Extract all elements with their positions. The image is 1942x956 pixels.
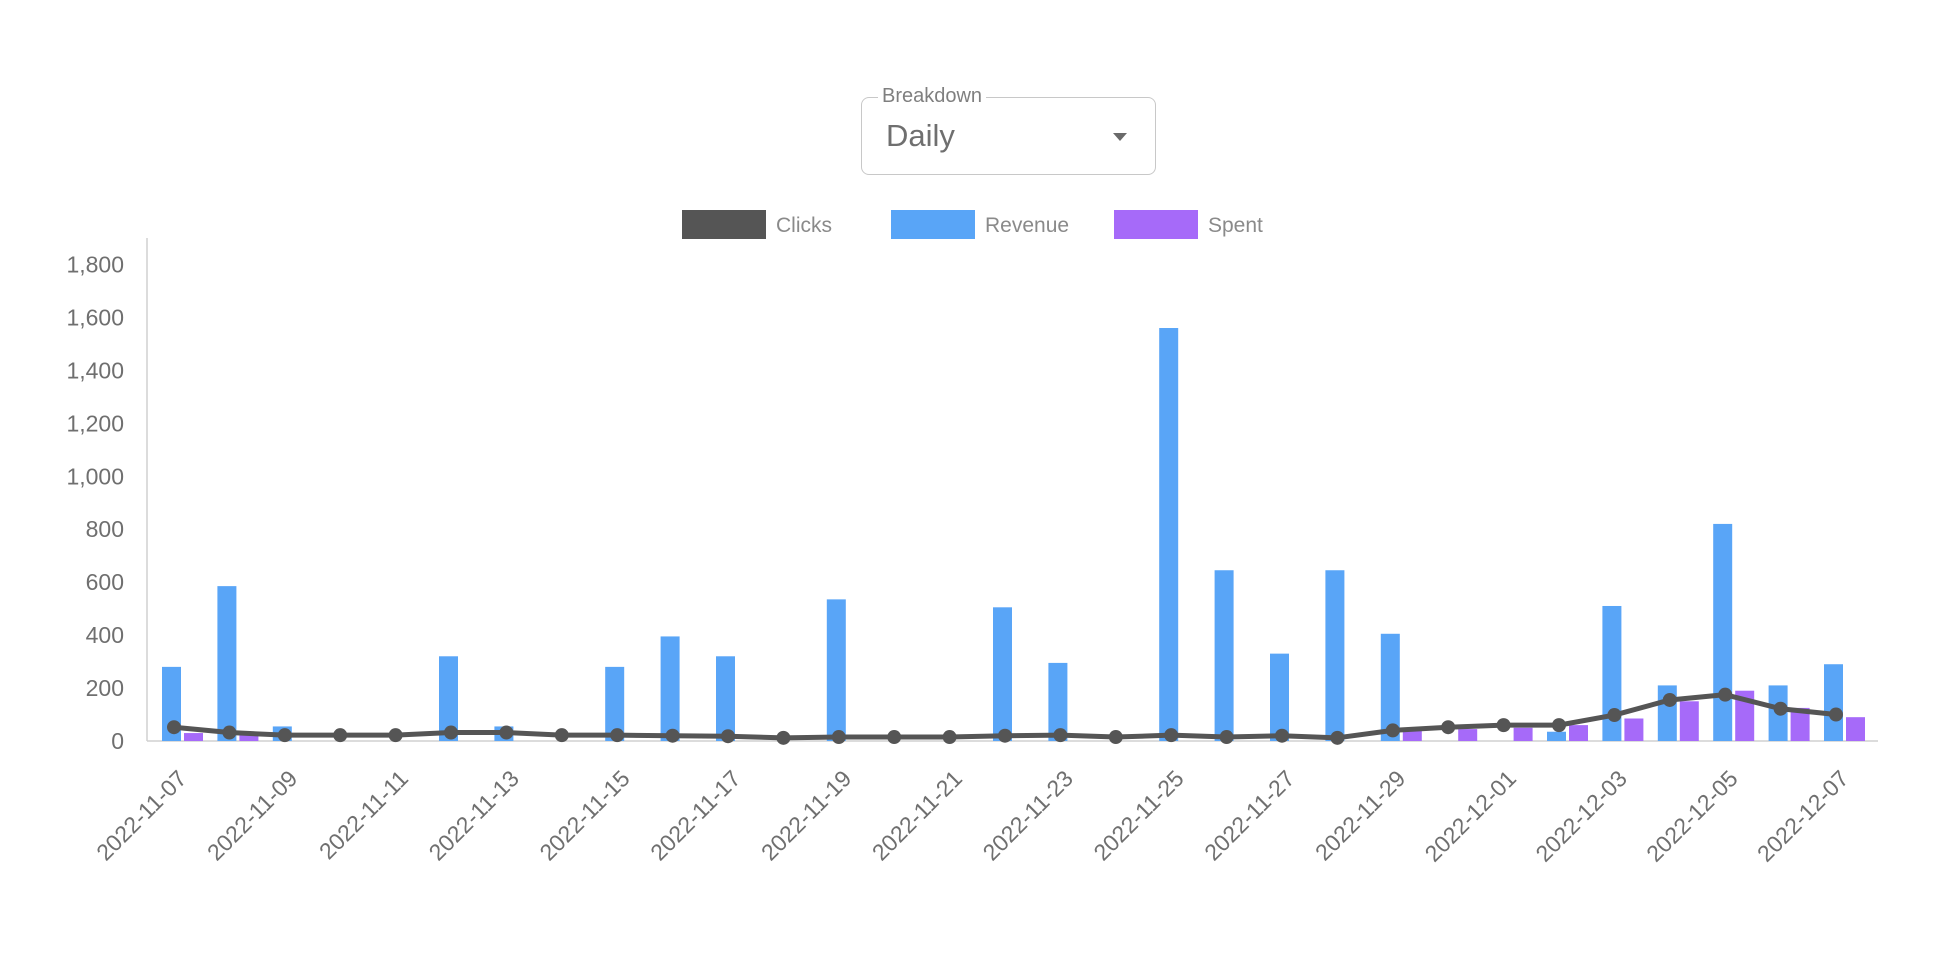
x-tick-label: 2022-12-03: [1530, 765, 1632, 867]
x-tick-label: 2022-11-27: [1199, 765, 1299, 865]
clicks-point: [554, 728, 569, 743]
revenue-bar: [1824, 664, 1843, 741]
clicks-point: [1108, 730, 1123, 745]
x-tick-label: 2022-11-13: [424, 765, 524, 865]
clicks-point: [776, 730, 791, 745]
legend-swatch-revenue: [891, 210, 975, 239]
clicks-point: [1829, 707, 1843, 722]
x-tick-label: 2022-11-17: [645, 765, 745, 865]
spent-bar: [1624, 718, 1644, 741]
revenue-bar: [1380, 633, 1400, 741]
y-tick-label: 1,200: [66, 410, 124, 436]
x-tick-label: 2022-12-01: [1420, 765, 1522, 867]
legend-swatch-spent: [1114, 210, 1198, 239]
clicks-point: [1607, 708, 1622, 723]
revenue-bar: [1547, 731, 1566, 741]
clicks-point: [499, 725, 514, 740]
clicks-point: [1496, 718, 1511, 733]
y-tick-label: 1,600: [66, 304, 124, 330]
spent-bar: [239, 733, 259, 741]
revenue-bar: [1214, 570, 1234, 741]
y-tick-label: 400: [86, 622, 124, 648]
x-tick-label: 2022-11-15: [534, 765, 634, 865]
legend-label-revenue: Revenue: [985, 214, 1069, 237]
clicks-point: [831, 730, 846, 745]
spent-bar: [1790, 707, 1810, 741]
clicks-point: [942, 730, 957, 745]
spent-bar: [1458, 729, 1478, 741]
x-tick-label: 2022-11-25: [1088, 765, 1188, 865]
revenue-bar: [660, 636, 680, 741]
breakdown-select[interactable]: Breakdown Daily: [861, 85, 1156, 175]
x-tick-label: 2022-11-09: [202, 765, 302, 865]
clicks-point: [167, 720, 181, 735]
revenue-bar: [1048, 662, 1068, 741]
clicks-point: [444, 725, 458, 740]
caret-down-icon: [1113, 133, 1127, 141]
revenue-bar: [993, 607, 1012, 741]
clicks-point: [1275, 728, 1289, 743]
clicks-point: [277, 728, 292, 743]
clicks-point: [1330, 730, 1345, 745]
y-tick-label: 600: [86, 569, 124, 595]
spent-bar: [1846, 717, 1865, 741]
x-tick-label: 2022-11-11: [314, 765, 413, 864]
spent-bar: [1569, 725, 1588, 741]
revenue-bar: [1325, 570, 1345, 741]
revenue-bar: [217, 586, 237, 741]
y-tick-label: 800: [86, 516, 124, 542]
clicks-point: [1662, 692, 1677, 707]
clicks-point: [1773, 701, 1788, 716]
x-tick-label: 2022-11-23: [978, 765, 1078, 865]
revenue-bar: [1713, 523, 1733, 741]
x-tick-label: 2022-12-07: [1752, 765, 1854, 867]
y-tick-label: 0: [111, 728, 124, 754]
clicks-point: [610, 728, 625, 743]
x-tick-label: 2022-12-05: [1641, 765, 1743, 867]
spent-bar: [184, 733, 203, 741]
clicks-point: [665, 728, 680, 743]
y-tick-label: 1,000: [66, 463, 124, 489]
clicks-point: [998, 728, 1012, 743]
breakdown-value: Daily: [886, 118, 955, 153]
clicks-point: [1053, 728, 1068, 743]
x-tick-label: 2022-11-07: [91, 765, 191, 865]
revenue-bar: [1602, 605, 1622, 741]
breakdown-label: Breakdown: [878, 85, 987, 108]
spent-bar: [1513, 727, 1533, 741]
clicks-point: [887, 730, 902, 745]
revenue-bar: [439, 656, 458, 741]
x-tick-label: 2022-11-19: [756, 765, 856, 865]
clicks-point: [1219, 730, 1234, 745]
revenue-bar: [605, 666, 625, 741]
legend-swatch-clicks: [682, 210, 766, 239]
clicks-point: [388, 728, 403, 743]
clicks-point: [222, 725, 237, 740]
clicks-point: [1164, 728, 1179, 743]
revenue-bar: [716, 656, 735, 741]
clicks-point: [1718, 687, 1733, 702]
spent-bar: [1402, 730, 1422, 741]
x-tick-label: 2022-11-29: [1310, 765, 1410, 865]
legend-label-clicks: Clicks: [776, 214, 832, 237]
spent-bar: [1679, 701, 1699, 741]
clicks-point: [1552, 718, 1566, 733]
clicks-point: [1385, 723, 1400, 738]
revenue-bar: [826, 599, 846, 741]
clicks-point: [1441, 720, 1456, 735]
y-tick-label: 1,800: [66, 251, 124, 277]
legend-label-spent: Spent: [1208, 214, 1263, 237]
revenue-bar: [1270, 653, 1289, 741]
x-tick-label: 2022-11-21: [867, 765, 967, 865]
revenue-bar: [1159, 328, 1179, 741]
clicks-point: [333, 728, 348, 743]
y-tick-label: 200: [86, 675, 124, 701]
clicks-point: [721, 729, 735, 744]
y-tick-label: 1,400: [66, 357, 124, 383]
